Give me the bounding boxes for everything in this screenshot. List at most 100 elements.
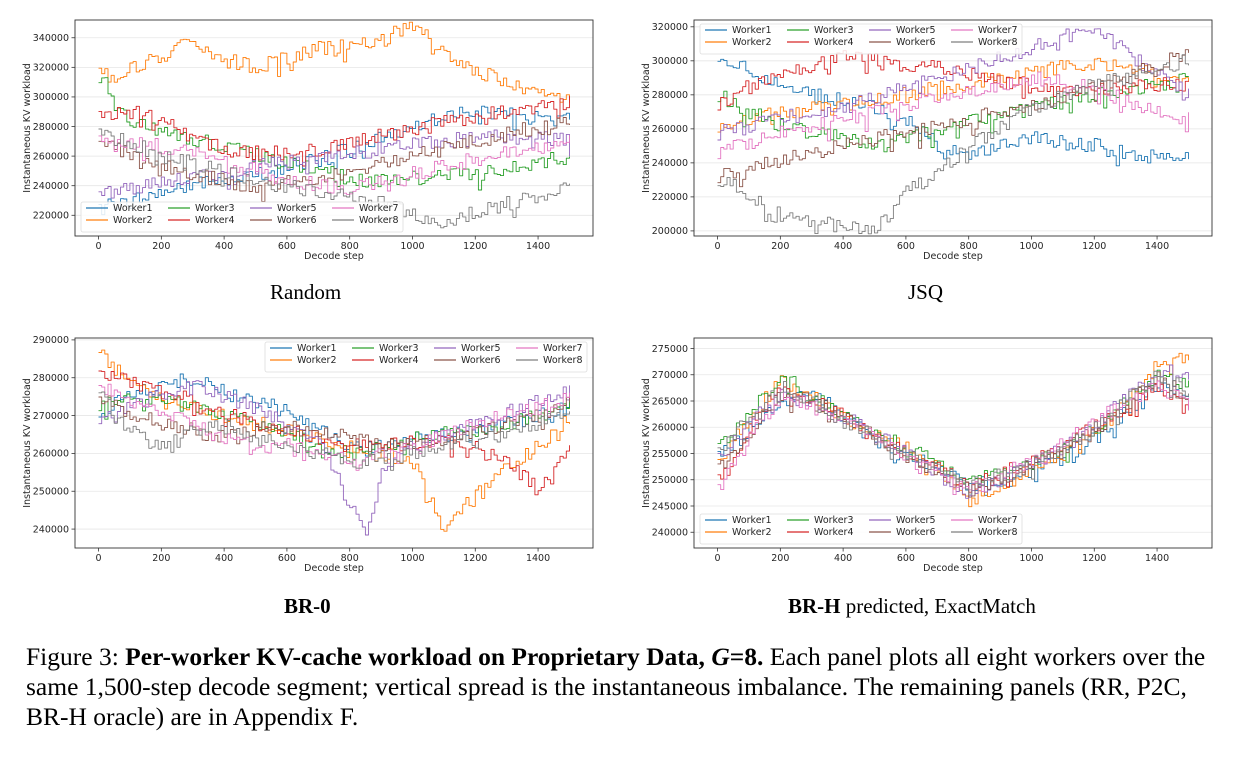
x-tick-label: 1000 — [400, 553, 424, 564]
y-tick-label: 265000 — [652, 396, 688, 407]
legend-label-worker1: Worker1 — [732, 25, 772, 36]
x-tick-label: 1400 — [526, 553, 550, 564]
series-line-worker1 — [717, 382, 1189, 496]
legend-label-worker5: Worker5 — [896, 25, 936, 36]
legend-label-worker3: Worker3 — [814, 515, 854, 526]
legend-label-worker2: Worker2 — [732, 527, 772, 538]
series-line-worker6 — [98, 395, 570, 454]
series-line-worker7 — [98, 383, 570, 471]
legend-label-worker3: Worker3 — [814, 25, 854, 36]
series-line-worker5 — [98, 380, 570, 536]
legend-label-worker8: Worker8 — [978, 37, 1018, 48]
legend-label-worker4: Worker4 — [814, 527, 854, 538]
x-tick-label: 0 — [715, 553, 721, 564]
legend-label-worker8: Worker8 — [359, 215, 399, 226]
series-line-worker8 — [98, 391, 570, 471]
series-line-worker8 — [717, 370, 1189, 495]
caption-br0-text: BR-0 — [284, 594, 331, 618]
x-tick-label: 1400 — [1145, 553, 1169, 564]
x-axis-label: Decode step — [304, 251, 364, 262]
series-line-worker1 — [717, 58, 1189, 167]
x-tick-label: 200 — [152, 241, 170, 252]
y-tick-label: 200000 — [652, 226, 688, 237]
legend-label-worker2: Worker2 — [732, 37, 772, 48]
x-tick-label: 200 — [152, 553, 170, 564]
legend-label-worker6: Worker6 — [461, 355, 501, 366]
legend: Worker1Worker2Worker3Worker4Worker5Worke… — [699, 513, 1023, 545]
series-line-worker5 — [98, 129, 570, 199]
y-tick-label: 270000 — [652, 370, 688, 381]
y-tick-label: 240000 — [652, 528, 688, 539]
legend-box — [80, 201, 404, 233]
y-tick-label: 260000 — [652, 124, 688, 135]
series-line-worker7 — [98, 135, 570, 195]
series-line-worker3 — [717, 73, 1189, 153]
y-tick-label: 260000 — [652, 423, 688, 434]
series-line-worker8 — [717, 54, 1189, 235]
y-tick-label: 340000 — [33, 33, 69, 44]
series-line-worker7 — [717, 71, 1189, 160]
y-axis-label: Instantaneous KV workload — [641, 378, 652, 508]
y-tick-label: 300000 — [33, 92, 69, 103]
y-tick-label: 255000 — [652, 449, 688, 460]
legend-label-worker6: Worker6 — [277, 215, 317, 226]
x-tick-label: 800 — [960, 241, 978, 252]
y-tick-label: 300000 — [652, 56, 688, 67]
axes-frame — [693, 337, 1213, 549]
x-axis-label: Decode step — [923, 251, 983, 262]
chart-brh: 0 200 400 600 800 1000 1200 1400 240000 245000 250… — [641, 337, 1213, 574]
legend-label-worker8: Worker8 — [978, 527, 1018, 538]
legend-label-worker5: Worker5 — [277, 203, 317, 214]
legend-label-worker6: Worker6 — [896, 527, 936, 538]
x-tick-label: 1400 — [1145, 241, 1169, 252]
x-tick-label: 600 — [278, 553, 296, 564]
caption-random-text: Random — [270, 280, 342, 304]
legend-label-worker2: Worker2 — [297, 355, 337, 366]
legend-box — [264, 341, 588, 373]
x-tick-label: 1200 — [463, 553, 487, 564]
legend-label-worker4: Worker4 — [195, 215, 235, 226]
x-tick-label: 400 — [834, 553, 852, 564]
caption-brh-rest: predicted, ExactMatch — [840, 594, 1036, 618]
figure-caption-math-g: G — [711, 642, 730, 671]
legend-label-worker2: Worker2 — [113, 215, 153, 226]
series-line-worker3 — [717, 369, 1189, 484]
caption-br0: BR-0 — [284, 594, 331, 619]
x-tick-label: 400 — [834, 241, 852, 252]
figure-caption-math-rest: =8. — [729, 642, 764, 671]
y-tick-label: 280000 — [33, 373, 69, 384]
figure-caption-bold: Per-worker KV-cache workload on Propriet… — [125, 642, 705, 671]
y-tick-label: 290000 — [33, 335, 69, 346]
y-tick-label: 280000 — [33, 122, 69, 133]
legend-label-worker8: Worker8 — [543, 355, 583, 366]
x-tick-label: 0 — [96, 241, 102, 252]
x-tick-label: 1200 — [1082, 241, 1106, 252]
legend-label-worker7: Worker7 — [978, 515, 1018, 526]
x-tick-label: 1200 — [463, 241, 487, 252]
legend-label-worker7: Worker7 — [543, 343, 583, 354]
y-axis-label: Instantaneous KV workload — [22, 63, 33, 193]
legend-label-worker3: Worker3 — [195, 203, 235, 214]
legend-label-worker5: Worker5 — [896, 515, 936, 526]
x-axis-label: Decode step — [304, 563, 364, 574]
figure-caption-body: Each panel plots all eight workers over … — [26, 642, 1206, 731]
y-axis-label: Instantaneous KV workload — [641, 63, 652, 193]
legend: Worker1Worker2Worker3Worker4Worker5Worke… — [699, 23, 1023, 55]
y-tick-label: 275000 — [652, 344, 688, 355]
caption-brh: BR-H predicted, ExactMatch — [788, 594, 1036, 619]
series-line-worker8 — [98, 128, 570, 229]
series-line-worker7 — [717, 380, 1189, 496]
legend-label-worker7: Worker7 — [359, 203, 399, 214]
x-tick-label: 200 — [771, 553, 789, 564]
x-tick-label: 0 — [96, 553, 102, 564]
figure-caption: Figure 3: Per-worker KV-cache workload o… — [26, 642, 1226, 732]
legend-label-worker1: Worker1 — [732, 515, 772, 526]
axes-frame — [74, 337, 594, 549]
x-tick-label: 1000 — [1019, 241, 1043, 252]
y-tick-label: 240000 — [652, 158, 688, 169]
y-tick-label: 250000 — [652, 475, 688, 486]
legend: Worker1Worker2Worker3Worker4Worker5Worke… — [264, 341, 588, 373]
series-line-worker4 — [98, 96, 570, 167]
x-tick-label: 400 — [215, 241, 233, 252]
